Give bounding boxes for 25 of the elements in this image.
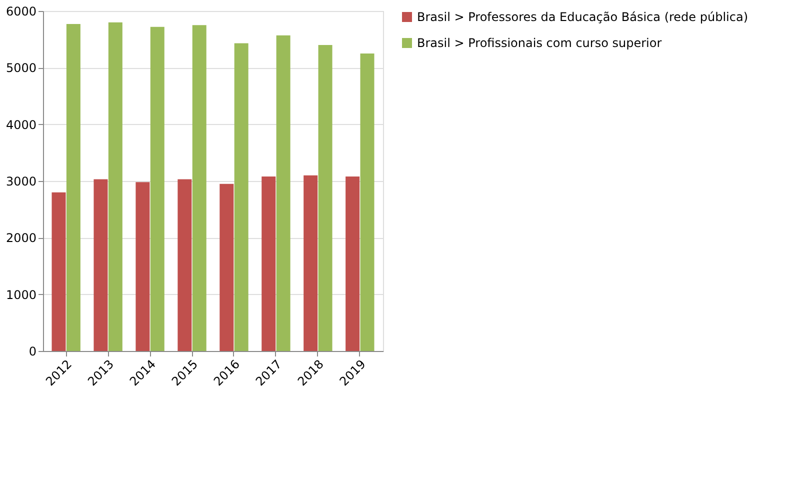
y-tick-label: 1000 [6, 288, 36, 302]
bar [108, 22, 122, 351]
bar [360, 54, 374, 351]
bar [192, 25, 206, 351]
bar [234, 43, 248, 351]
bar [346, 176, 360, 351]
y-tick-label: 6000 [6, 4, 36, 18]
y-tick-label: 4000 [6, 118, 36, 132]
bar [318, 45, 332, 351]
legend-label: Brasil > Professores da Educação Básica (rede pública) [417, 10, 748, 24]
bar [52, 192, 66, 351]
bar [262, 176, 276, 351]
legend-label: Brasil > Profissionais com curso superior [417, 36, 662, 50]
bar [136, 182, 150, 351]
y-tick-label: 0 [28, 344, 36, 358]
y-tick-label: 5000 [6, 61, 36, 76]
bar [66, 24, 80, 351]
y-tick-label: 2000 [6, 231, 36, 246]
bar [220, 184, 234, 351]
bar [304, 175, 318, 351]
bar [150, 26, 164, 351]
bar [178, 179, 192, 351]
y-tick-label: 3000 [6, 174, 36, 188]
bar [276, 35, 290, 351]
bar [94, 179, 108, 351]
